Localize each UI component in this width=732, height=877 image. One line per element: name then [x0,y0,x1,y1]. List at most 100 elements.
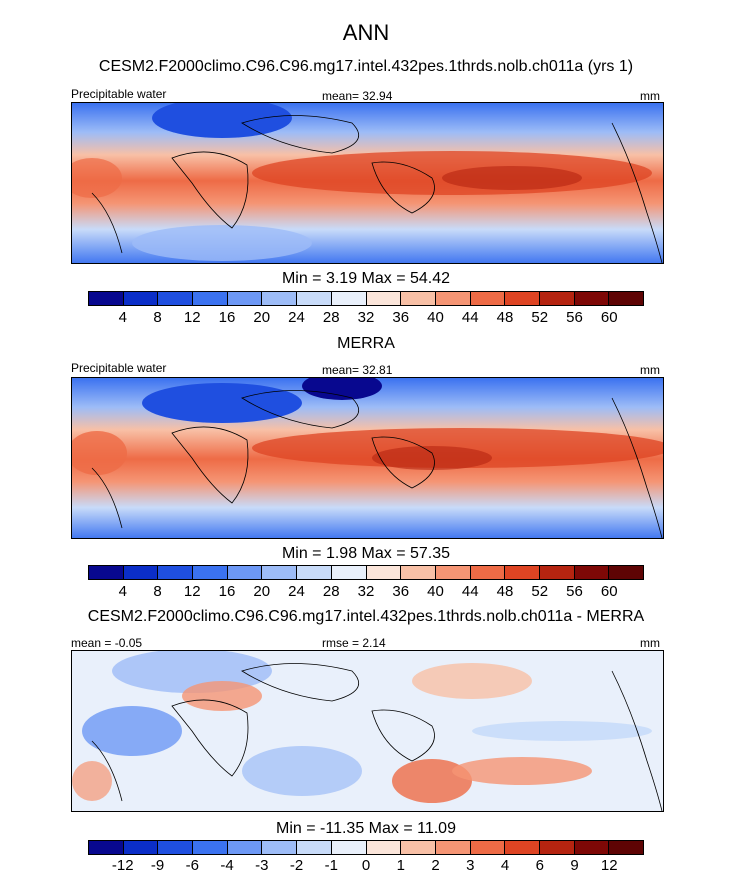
colorbar-swatch [89,566,124,579]
colorbar-swatch [193,292,228,305]
colorbar-swatch [262,841,298,854]
colorbar-tick-label: 0 [361,857,371,874]
colorbar-tick-label: 52 [531,309,549,326]
colorbar-tick-label: 56 [566,583,583,600]
colorbar-tick-label: 24 [288,583,305,600]
colorbar-swatch [89,292,124,305]
colorbar-swatch [470,292,506,305]
panel-1-title: CESM2.F2000climo.C96.C96.mg17.intel.432p… [98,58,634,75]
colorbar-tick-label: 52 [531,583,549,600]
colorbar-swatch [609,292,643,305]
panel-1-colorbar [88,291,644,306]
colorbar-tick-label: -12 [111,857,134,874]
panel-1-map-plot [72,103,663,263]
panel-3-map [71,650,664,812]
colorbar-swatch [366,841,402,854]
colorbar-tick-label: 12 [600,857,618,874]
colorbar-swatch [470,566,506,579]
panel-3-units-label: mm [640,636,660,650]
colorbar-swatch [331,841,367,854]
colorbar-swatch [158,292,194,305]
colorbar-tick-label: 44 [461,583,479,600]
colorbar-swatch [297,292,332,305]
panel-1-units-label: mm [640,89,660,103]
colorbar-tick-label: 1 [396,857,405,874]
colorbar-swatch [505,292,540,305]
colorbar-tick-label: 28 [322,309,340,326]
colorbar-swatch [401,841,436,854]
colorbar-swatch [297,566,332,579]
colorbar-tick-label: 20 [253,309,271,326]
panel-3-minmax: Min = -11.35 Max = 11.09 [276,820,456,837]
colorbar-swatch [262,566,298,579]
panel-2-minmax: Min = 1.98 Max = 57.35 [281,545,451,562]
colorbar-swatch [227,566,263,579]
colorbar-tick-label: 24 [288,309,305,326]
colorbar-swatch [435,292,471,305]
colorbar-tick-label: 9 [570,857,579,874]
colorbar-tick-label: 44 [461,309,479,326]
panel-3-map-plot [72,651,663,811]
colorbar-swatch [123,292,159,305]
colorbar-swatch [401,566,436,579]
colorbar-tick-label: 36 [392,309,410,326]
colorbar-swatch [366,566,402,579]
colorbar-swatch [193,841,228,854]
panel-3-colorbar-ticks: -12 -9 -6 -4 -3 -2 -1 0 1 2 3 4 6 9 12 [88,857,644,877]
colorbar-swatch [89,841,124,854]
panel-3-mean-label: mean = -0.05 [71,636,143,650]
panel-2-units-label: mm [640,363,660,377]
panel-3-title: CESM2.F2000climo.C96.C96.mg17.intel.432p… [87,608,645,625]
colorbar-tick-label: 36 [392,583,410,600]
colorbar-swatch [574,841,610,854]
colorbar-tick-label: -4 [220,857,234,874]
colorbar-tick-label: 2 [431,857,440,874]
colorbar-tick-label: 48 [496,583,514,600]
colorbar-swatch [193,566,228,579]
panel-2-colorbar [88,565,644,580]
colorbar-tick-label: 4 [500,857,510,874]
colorbar-tick-label: 6 [535,857,544,874]
panel-2-mean-label: mean= 32.81 [322,363,393,377]
colorbar-swatch [158,841,194,854]
panel-2-map-plot [72,378,663,538]
colorbar-tick-label: -9 [150,857,165,874]
colorbar-tick-label: 12 [183,309,201,326]
panel-1-map [71,102,664,264]
colorbar-swatch [123,566,159,579]
colorbar-tick-label: 16 [218,583,236,600]
panel-2-map [71,377,664,539]
colorbar-swatch [331,292,367,305]
panel-3-colorbar [88,840,644,855]
colorbar-tick-label: 60 [600,309,618,326]
colorbar-swatch [331,566,367,579]
colorbar-tick-label: 28 [322,583,340,600]
colorbar-swatch [470,841,506,854]
colorbar-swatch [539,841,575,854]
colorbar-tick-label: 3 [466,857,475,874]
figure-title: ANN [342,20,390,45]
colorbar-tick-label: -2 [289,857,304,874]
colorbar-tick-label: 40 [427,309,444,326]
colorbar-swatch [227,292,263,305]
panel-1-variable-label: Precipitable water [71,87,167,101]
colorbar-swatch [158,566,194,579]
colorbar-tick-label: 48 [496,309,514,326]
colorbar-swatch [123,841,159,854]
colorbar-swatch [505,841,540,854]
colorbar-swatch [262,292,298,305]
colorbar-swatch [435,566,471,579]
panel-1-minmax: Min = 3.19 Max = 54.42 [281,270,451,287]
colorbar-tick-label: 8 [153,309,162,326]
colorbar-tick-label: 60 [600,583,618,600]
colorbar-tick-label: 56 [566,309,583,326]
colorbar-tick-label: 32 [357,309,375,326]
colorbar-swatch [574,292,610,305]
colorbar-tick-label: 12 [183,583,201,600]
panel-2-variable-label: Precipitable water [71,361,167,375]
colorbar-swatch [227,841,263,854]
panel-1-colorbar-ticks: 4 8 12 16 20 24 28 32 36 40 44 48 52 56 60 [88,309,644,329]
colorbar-tick-label: 8 [153,583,162,600]
panel-2-colorbar-ticks: 4 8 12 16 20 24 28 32 36 40 44 48 52 56 60 [88,583,644,603]
colorbar-tick-label: -1 [324,857,338,874]
